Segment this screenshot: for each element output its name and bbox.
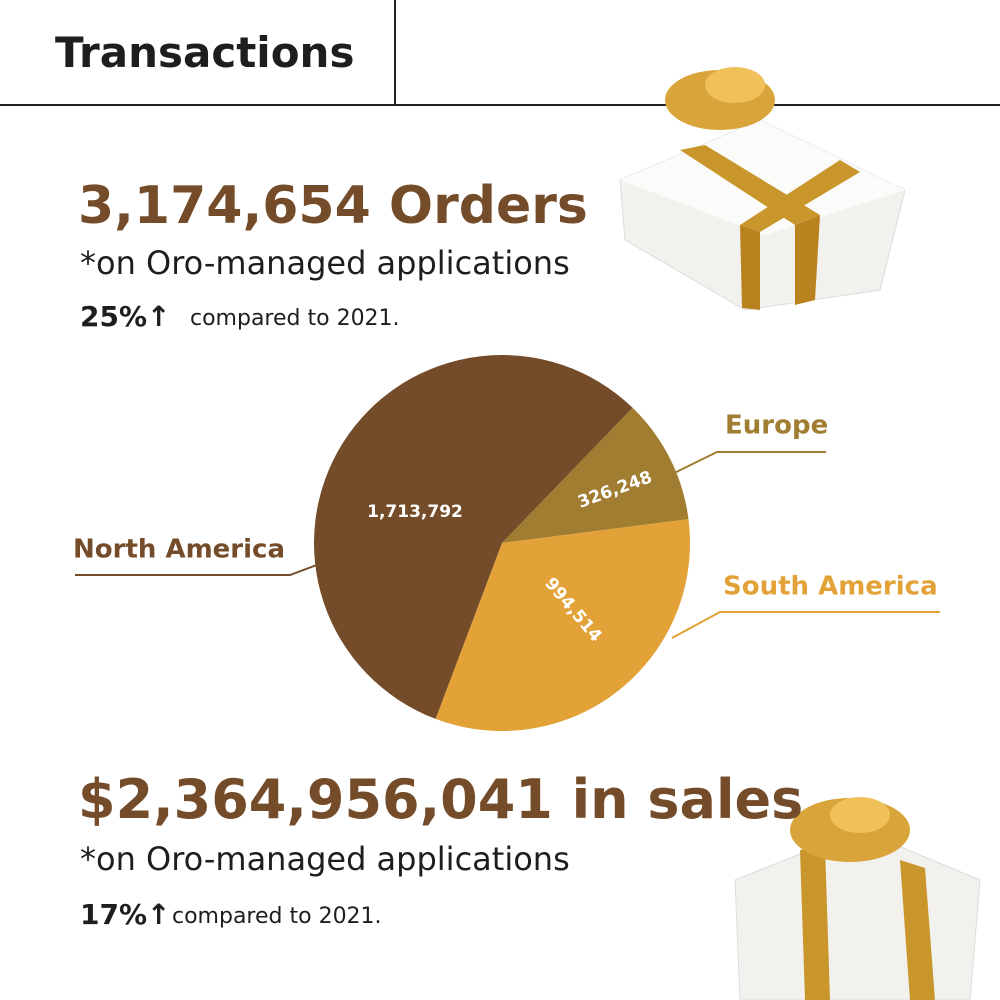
orders-headline: 3,174,654 Orders [78,176,588,236]
orders-comparison: compared to 2021. [190,306,400,331]
category-label: Europe [725,411,828,441]
pie-slice [502,407,689,543]
gift-top [619,67,906,311]
pie-slice [313,354,633,719]
value-label: 1,713,792 [367,502,463,522]
category-label: North America [73,535,285,565]
sales-change: 17%↑ [80,898,171,931]
gift-bottom [734,797,981,1000]
leader-line [659,451,826,481]
page-title: Transactions [55,28,355,77]
pie-slice [435,519,690,731]
sales-headline: $2,364,956,041 in sales [78,768,804,831]
sales-note: *on Oro-managed applications [80,840,570,878]
category-label: South America [723,572,938,602]
sales-comparison: compared to 2021. [172,904,382,929]
orders-change: 25%↑ [80,300,171,333]
leader-line [671,611,940,639]
orders-note: *on Oro-managed applications [80,244,570,282]
leader-line [75,559,331,576]
